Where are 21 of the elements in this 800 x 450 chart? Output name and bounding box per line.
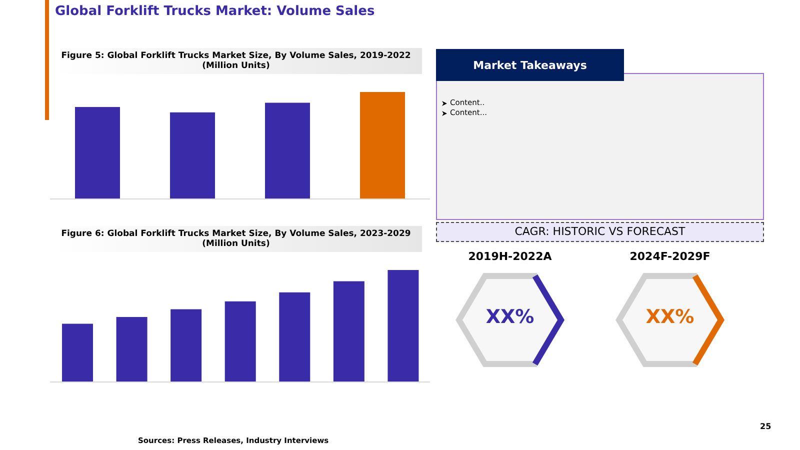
chart-title: Global Forklift Trucks Market: Volume Sales bbox=[55, 4, 375, 19]
bar bbox=[62, 324, 93, 382]
bar bbox=[116, 317, 148, 382]
bar bbox=[360, 92, 405, 199]
text: XX% bbox=[484, 306, 536, 328]
text: 25 bbox=[760, 422, 772, 431]
bar bbox=[265, 102, 310, 199]
text: CAGR: HISTORIC VS FORECAST bbox=[436, 222, 764, 242]
chart-subtitle: Figure 6: Global Forklift Trucks Market Size, By Volume Sales, 2023-2029 (Million Units) bbox=[50, 229, 422, 249]
bar bbox=[170, 112, 215, 199]
text: Market Takeaways bbox=[436, 49, 624, 81]
bar bbox=[224, 301, 256, 382]
chart-subtitle: Figure 5: Global Forklift Trucks Market Size, By Volume Sales, 2019-2022 (Million Units) bbox=[50, 51, 422, 71]
bar bbox=[75, 106, 120, 199]
bar bbox=[333, 281, 364, 382]
bar bbox=[388, 270, 419, 382]
bar bbox=[170, 309, 202, 382]
text: XX% bbox=[644, 306, 696, 328]
text: 2019H-2022A bbox=[467, 250, 553, 263]
text: 2024F-2029F bbox=[628, 250, 712, 263]
bar bbox=[279, 292, 310, 382]
